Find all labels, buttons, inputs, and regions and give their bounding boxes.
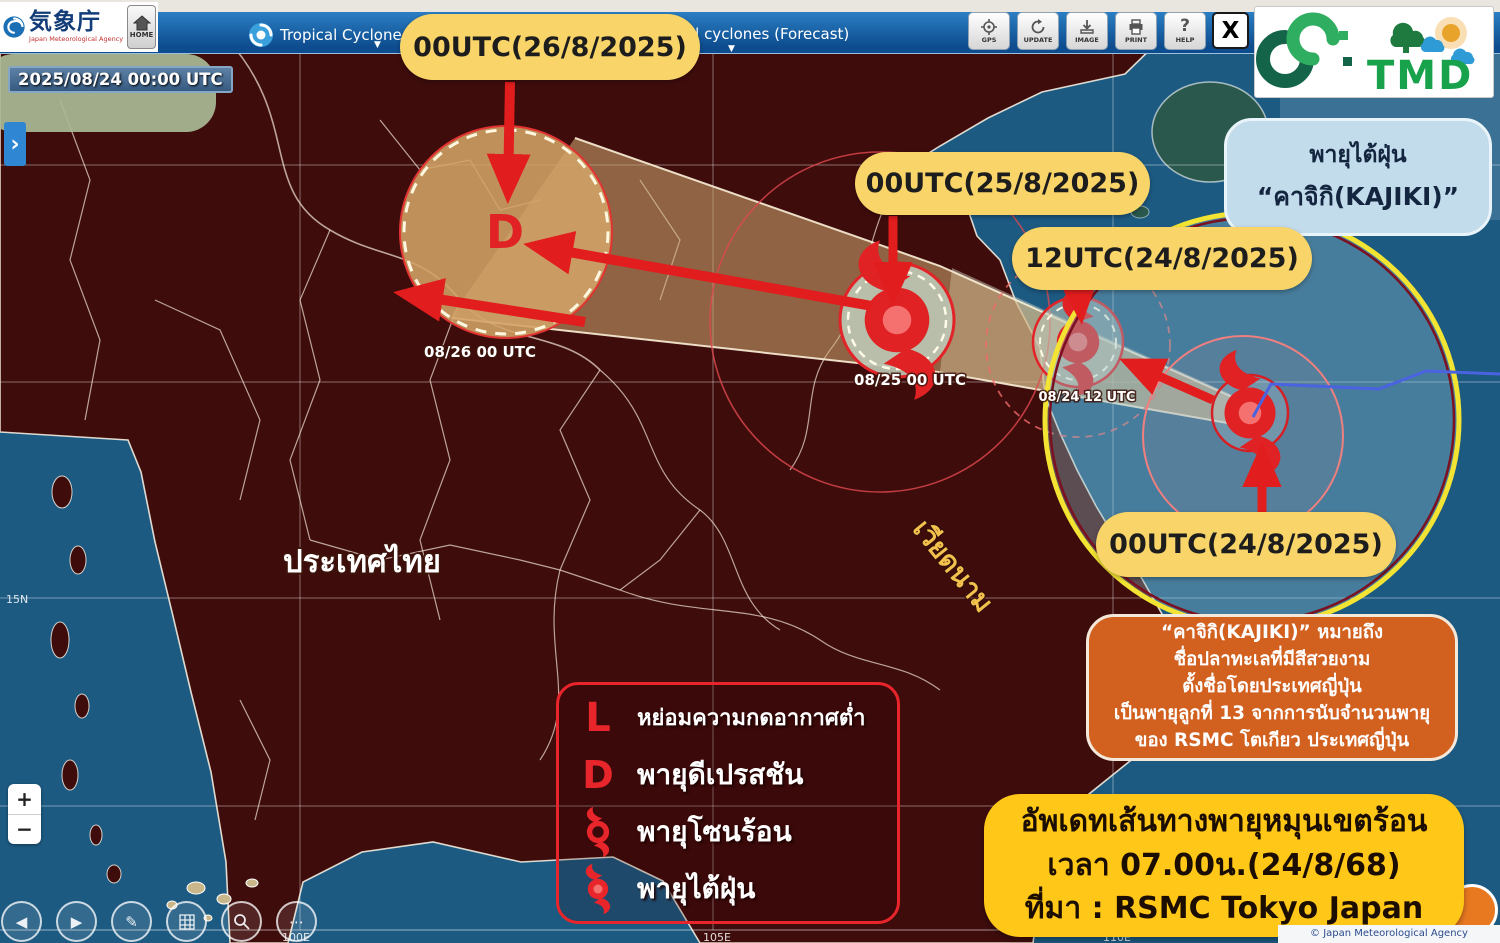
pencil-icon: ✎ (125, 912, 138, 931)
storm-type: พายุไต้ฝุ่น (1309, 142, 1407, 168)
tmd-logo-text: TMD (1367, 53, 1473, 95)
depression-symbol: D (582, 752, 614, 797)
update-banner: อัพเดทเส้นทางพายุหมุนเขตร้อน เวลา 07.00น… (984, 794, 1464, 937)
x-logo-icon: X (1221, 17, 1240, 44)
home-button[interactable]: HOME (127, 5, 156, 49)
legend-item-depression: D พายุดีเปรสชัน (559, 747, 897, 803)
print-button[interactable]: PRINT (1115, 12, 1157, 50)
tree-icon (1390, 22, 1425, 47)
forecast-circle-24-12 (985, 252, 1171, 438)
right-arrow-icon: ▶ (70, 912, 83, 931)
info-line: “คาจิกิ(KAJIKI)” หมายถึง (1161, 622, 1383, 644)
info-line: ตั้งชื่อโดยประเทศญี่ปุ่น (1182, 676, 1362, 698)
legend-item-tropical-storm: พายุโซนร้อน (559, 804, 897, 860)
legend-item-low: L หย่อมความกดอากาศต่ำ (559, 690, 897, 746)
search-button[interactable] (221, 901, 262, 942)
cloud-icon (1420, 36, 1445, 53)
storm-name: “คาจิกิ(KAJIKI)” (1256, 182, 1460, 211)
info-line: เป็นพายุลูกที่ 13 จากการนับจำนวนพายุ (1113, 702, 1431, 724)
layers-button[interactable] (166, 901, 207, 942)
zoom-in-button[interactable]: + (8, 784, 41, 815)
ellipsis-icon: ⋯ (289, 912, 304, 931)
legend-item-typhoon: พายุไต้ฝุ่น (559, 861, 897, 917)
nav-tropical-cyclones-forecast[interactable]: pical cyclones (Forecast) (664, 25, 850, 43)
gps-button[interactable]: GPS (968, 12, 1010, 50)
nav-tropical-cyclone-info[interactable]: Tropical Cyclone Inf (248, 22, 426, 48)
callout-25aug: 00UTC(25/8/2025) (855, 152, 1150, 215)
label-0824: 08/24 12 UTC (1038, 390, 1135, 405)
info-line: ชื่อปลาทะเลที่มีสีสวยงาม (1173, 649, 1371, 671)
label-0825: 08/25 00 UTC (854, 371, 966, 389)
more-options-button[interactable]: ⋯ (276, 901, 317, 942)
legend-box: L หย่อมความกดอากาศต่ำ D พายุดีเปรสชัน พา… (556, 682, 900, 924)
storm-name-box: พายุไต้ฝุ่น “คาจิกิ(KAJIKI)” (1224, 118, 1492, 236)
home-icon (132, 15, 151, 31)
update-line: เวลา 07.00น.(24/8/68) (1047, 847, 1401, 883)
jma-logo-text: 気象庁 (29, 9, 102, 36)
step-back-button[interactable]: ◀ (1, 901, 42, 942)
update-icon (1031, 18, 1045, 33)
label-thailand: ประเทศไทย (283, 543, 441, 580)
andaman-islands (50, 475, 122, 884)
depression-symbol: D (486, 205, 524, 259)
callout-26aug: 00UTC(26/8/2025) (400, 14, 700, 80)
jma-logo-subtext: Japan Meteorological Agency (29, 35, 124, 44)
callout-24aug-12utc: 12UTC(24/8/2025) (1012, 227, 1312, 290)
cyclone-icon (249, 23, 273, 47)
browser-top-strip (0, 0, 1500, 12)
gps-icon (981, 18, 997, 35)
callout-24aug-00utc: 00UTC(24/8/2025) (1096, 512, 1396, 577)
map-zoom-control: + − (8, 784, 41, 844)
svg-text:15N: 15N (6, 593, 28, 606)
annotation-arrows (393, 81, 1282, 514)
jma-logo-panel[interactable]: 気象庁 Japan Meteorological Agency HOME (0, 2, 158, 52)
download-image-icon (1080, 19, 1094, 34)
chevron-down-icon: ▼ (374, 40, 381, 50)
print-icon (1129, 18, 1143, 35)
copyright-notice: © Japan Meteorological Agency (1278, 925, 1500, 943)
grid-icon (178, 913, 195, 930)
tmd-monogram (1256, 30, 1314, 88)
image-button[interactable]: IMAGE (1066, 12, 1108, 50)
play-forward-button[interactable]: ▶ (56, 901, 97, 942)
x-social-button[interactable]: X (1212, 12, 1249, 49)
storm-meaning-box: “คาจิกิ(KAJIKI)” หมายถึง ชื่อปลาทะเลที่ม… (1086, 614, 1458, 761)
left-arrow-icon: ◀ (15, 912, 28, 931)
help-button[interactable]: ? HELP (1164, 12, 1206, 50)
past-track-line (1251, 369, 1500, 418)
question-icon: ? (1180, 16, 1190, 36)
map-bottom-toolbar: ◀ ▶ ✎ ⋯ (0, 901, 317, 942)
label-0826: 08/26 00 UTC (424, 343, 536, 361)
svg-text:105E: 105E (703, 931, 731, 943)
update-line: อัพเดทเส้นทางพายุหมุนเขตร้อน (1020, 804, 1428, 840)
forecast-circle-26: D (399, 125, 613, 339)
update-line: ที่มา : RSMC Tokyo Japan (1024, 891, 1424, 927)
chevron-right-icon: › (10, 131, 20, 157)
info-line: ของ RSMC โตเกียว ประเทศญี่ปุ่น (1134, 729, 1410, 751)
jma-logo-icon (3, 16, 25, 38)
typhoon-icon (559, 862, 637, 916)
tropical-storm-icon (559, 805, 637, 859)
low-pressure-symbol: L (585, 694, 611, 741)
draw-button[interactable]: ✎ (111, 901, 152, 942)
update-button[interactable]: UPDATE (1017, 12, 1059, 50)
timestamp: 2025/08/24 00:00 UTC (8, 66, 233, 93)
tmd-logo: TMD (1254, 6, 1494, 99)
search-icon (234, 914, 250, 930)
chevron-down-icon: ▼ (728, 44, 735, 54)
panel-toggle-button[interactable]: › (4, 122, 26, 166)
zoom-out-button[interactable]: − (16, 817, 33, 842)
